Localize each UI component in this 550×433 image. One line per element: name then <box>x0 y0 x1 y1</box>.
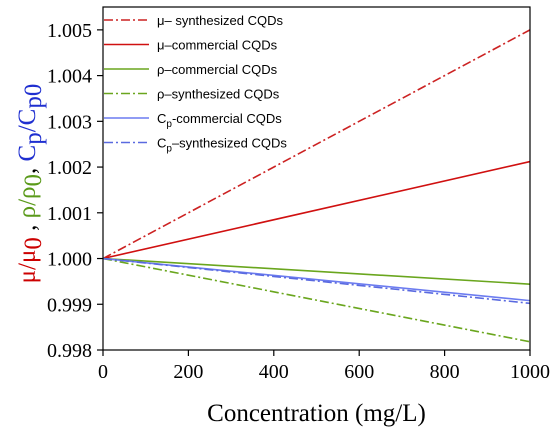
series-line-6 <box>102 257 531 305</box>
y-tick-label: 0.999 <box>47 294 92 316</box>
legend-label-4: ρ–synthesized CQDs <box>157 87 280 102</box>
x-axis-title: Concentration (mg/L) <box>207 400 426 427</box>
y-tick-label: 1.000 <box>47 249 92 271</box>
y-tick-label: 1.004 <box>47 66 92 88</box>
legend-label-3: ρ–commercial CQDs <box>157 62 278 77</box>
axis-ticks: 0 200 400 600 800 1000 0.998 0.999 1.000 1.001 1.0… <box>47 20 550 383</box>
legend-label-6: Cp–synthesized CQDs <box>157 136 287 155</box>
series-line-1 <box>102 29 531 260</box>
plot-frame <box>102 6 531 351</box>
series-lines <box>102 29 531 343</box>
x-tick-label: 1000 <box>510 361 550 383</box>
legend-label-2: μ–commercial CQDs <box>157 38 278 53</box>
x-tick-label: 200 <box>173 361 203 383</box>
legend-label-5: Cp-commercial CQDs <box>157 111 282 130</box>
x-tick-label: 0 <box>98 361 108 383</box>
x-tick-label: 800 <box>430 361 460 383</box>
x-tick-label: 400 <box>259 361 289 383</box>
y-tick-label: 1.002 <box>47 157 92 179</box>
y-tick-label: 1.003 <box>47 111 92 133</box>
legend: μ– synthesized CQDs μ–commercial CQDs ρ–co… <box>104 13 287 155</box>
series-line-2 <box>102 160 531 260</box>
series-line-4 <box>102 257 531 343</box>
y-axis-title: μ/μ0 , ρ/ρ0, Cp/Cp0 <box>14 84 47 284</box>
legend-label-1: μ– synthesized CQDs <box>157 13 283 28</box>
y-tick-label: 1.001 <box>47 203 92 225</box>
x-tick-label: 600 <box>344 361 374 383</box>
y-tick-label: 0.998 <box>47 340 92 362</box>
y-tick-label: 1.005 <box>47 20 92 42</box>
series-line-3 <box>102 257 531 285</box>
